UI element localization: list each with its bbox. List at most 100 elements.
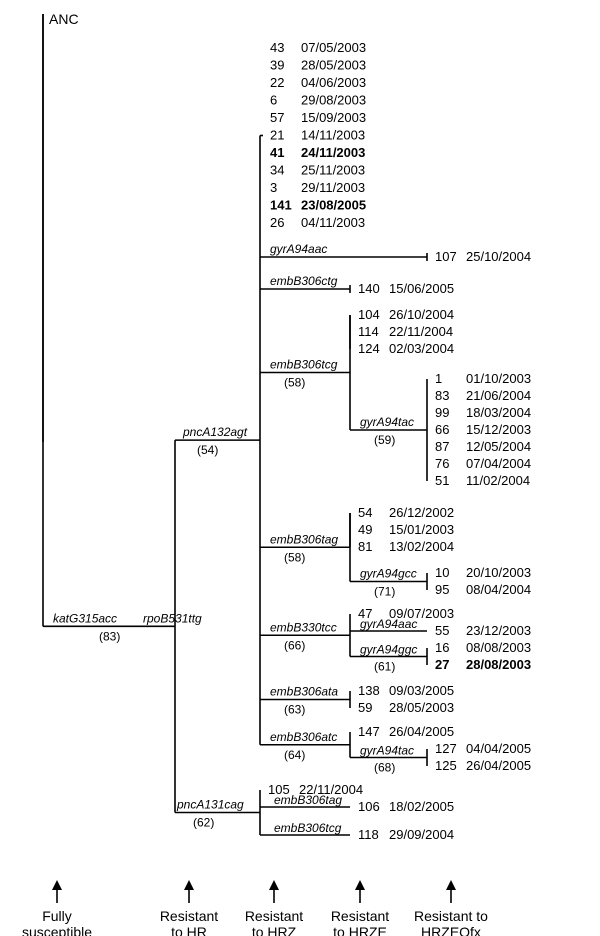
gene-katg: katG315acc [53,611,117,625]
atc-direct-0-date: 26/04/2005 [389,724,454,739]
gene-tag-gyr: gyrA94gcc [360,567,417,581]
top-item-8-date: 29/11/2003 [301,180,365,195]
top-item-7-date: 25/11/2003 [301,163,365,178]
score-tag-gyr: (71) [374,585,395,599]
top-item-2-id: 22 [270,75,284,90]
ata-1-id: 59 [358,700,372,715]
bottom-label-3-1: to HRZE [333,924,387,936]
gene-e330-ggc: gyrA94ggc [360,643,417,657]
tag-gyr-1-id: 95 [435,582,449,597]
ata-0-date: 09/03/2005 [389,683,454,698]
e330-ggc-0-id: 16 [435,640,449,655]
p131-tag-0-id: 106 [358,799,380,814]
bottom-label-3-0: Resistant [331,908,389,924]
p131-tcg-0-date: 29/09/2004 [389,827,454,842]
gene-emb-tag: embB306tag [270,532,338,546]
tag-gyr-1-date: 08/04/2004 [466,582,531,597]
tag-direct-1-id: 49 [358,522,372,537]
tcg-gyr-1-date: 21/06/2004 [466,388,531,403]
gene-rpob: rpoB531ttg [143,611,202,625]
tcg-gyr-5-id: 76 [435,456,449,471]
leaf-140-date: 15/06/2005 [389,281,454,296]
tag-direct-2-date: 13/02/2004 [389,539,454,554]
p131-tag-0-date: 18/02/2005 [389,799,454,814]
tcg-gyr-2-id: 99 [435,405,449,420]
root-anc: ANC [49,11,79,27]
leaf-107-id: 107 [435,249,457,264]
bottom-label-0-0: Fully [42,908,72,924]
gene-e330-aac: gyrA94aac [360,617,417,631]
score-tcg-gyr: (59) [374,433,395,447]
gene-pnca131: pncA131cag [176,798,244,812]
atc-direct-0-id: 147 [358,724,380,739]
score-katg: (83) [99,629,120,643]
tag-direct-0-date: 26/12/2002 [389,505,454,520]
top-item-9-id: 141 [270,198,292,213]
score-emb-ata: (63) [284,703,305,717]
top-item-8-id: 3 [270,180,277,195]
gene-pnca132: pncA132agt [182,425,248,439]
tcg-gyr-3-date: 15/12/2003 [466,422,531,437]
top-item-10-id: 26 [270,215,284,230]
top-item-3-date: 29/08/2003 [301,93,366,108]
e330-aac-0-id: 55 [435,623,449,638]
score-emb-tcg: (58) [284,376,305,390]
tcg-direct-0-id: 104 [358,307,380,322]
bottom-label-0-1: susceptible [22,924,92,936]
top-item-2-date: 04/06/2003 [301,75,366,90]
atc-gyr-1-date: 26/04/2005 [466,758,531,773]
tcg-gyr-2-date: 18/03/2004 [466,405,531,420]
top-item-5-id: 21 [270,128,284,143]
tcg-direct-2-id: 124 [358,341,380,356]
gene-p131-tag: embB306tag [274,793,342,807]
top-item-1-date: 28/05/2003 [301,58,366,73]
tcg-gyr-0-date: 01/10/2003 [466,371,531,386]
atc-gyr-0-date: 04/04/2005 [466,741,531,756]
top-item-7-id: 34 [270,163,284,178]
bottom-label-4-1: HRZEOfx [421,924,481,936]
score-atc-gyr: (68) [374,761,395,775]
tcg-gyr-6-date: 11/02/2004 [466,473,530,488]
gene-atc-gyr: gyrA94tac [360,744,414,758]
e330-ggc-1-date: 28/08/2003 [466,657,531,672]
score-pnca132: (54) [197,443,218,457]
tcg-gyr-1-id: 83 [435,388,449,403]
atc-gyr-1-id: 125 [435,758,457,773]
top-item-5-date: 14/11/2003 [301,128,365,143]
e330-ggc-1-id: 27 [435,657,449,672]
tcg-gyr-6-id: 51 [435,473,449,488]
gene-emb-tcg: embB306tcg [270,358,338,372]
gene-emb-ctg: embB306ctg [270,274,338,288]
bottom-label-4-0: Resistant to [414,908,488,924]
top-item-1-id: 39 [270,58,284,73]
tag-gyr-0-date: 20/10/2003 [466,565,531,580]
top-item-3-id: 6 [270,93,277,108]
bottom-label-2-1: to HRZ [252,924,297,936]
tag-direct-2-id: 81 [358,539,372,554]
e330-ggc-0-date: 08/08/2003 [466,640,531,655]
top-item-0-date: 07/05/2003 [301,40,366,55]
top-item-0-id: 43 [270,40,284,55]
tcg-direct-1-date: 22/11/2004 [389,324,453,339]
e330-aac-0-date: 23/12/2003 [466,623,531,638]
tag-gyr-0-id: 10 [435,565,449,580]
gene-p131-tcg: embB306tcg [274,821,342,835]
tcg-gyr-4-id: 87 [435,439,449,454]
phylogenetic-tree: 43 07/05/2003 39 28/05/2003 22 04/06/2003 6 29/… [0,0,600,936]
score-pnca131: (62) [193,816,214,830]
tcg-gyr-0-id: 1 [435,371,442,386]
tcg-direct-0-date: 26/10/2004 [389,307,454,322]
ata-0-id: 138 [358,683,380,698]
top-item-4-id: 57 [270,110,284,125]
score-emb-atc: (64) [284,748,305,762]
score-emb-330: (66) [284,638,305,652]
top-item-10-date: 04/11/2003 [301,215,365,230]
top-item-4-date: 15/09/2003 [301,110,366,125]
top-item-9-date: 23/08/2005 [301,198,366,213]
score-e330-ggc: (61) [374,660,395,674]
gene-tcg-gyr: gyrA94tac [360,415,414,429]
bottom-label-1-1: to HR [171,924,207,936]
bottom-label-2-0: Resistant [245,908,303,924]
leaf-107-date: 25/10/2004 [466,249,531,264]
atc-gyr-0-id: 127 [435,741,457,756]
